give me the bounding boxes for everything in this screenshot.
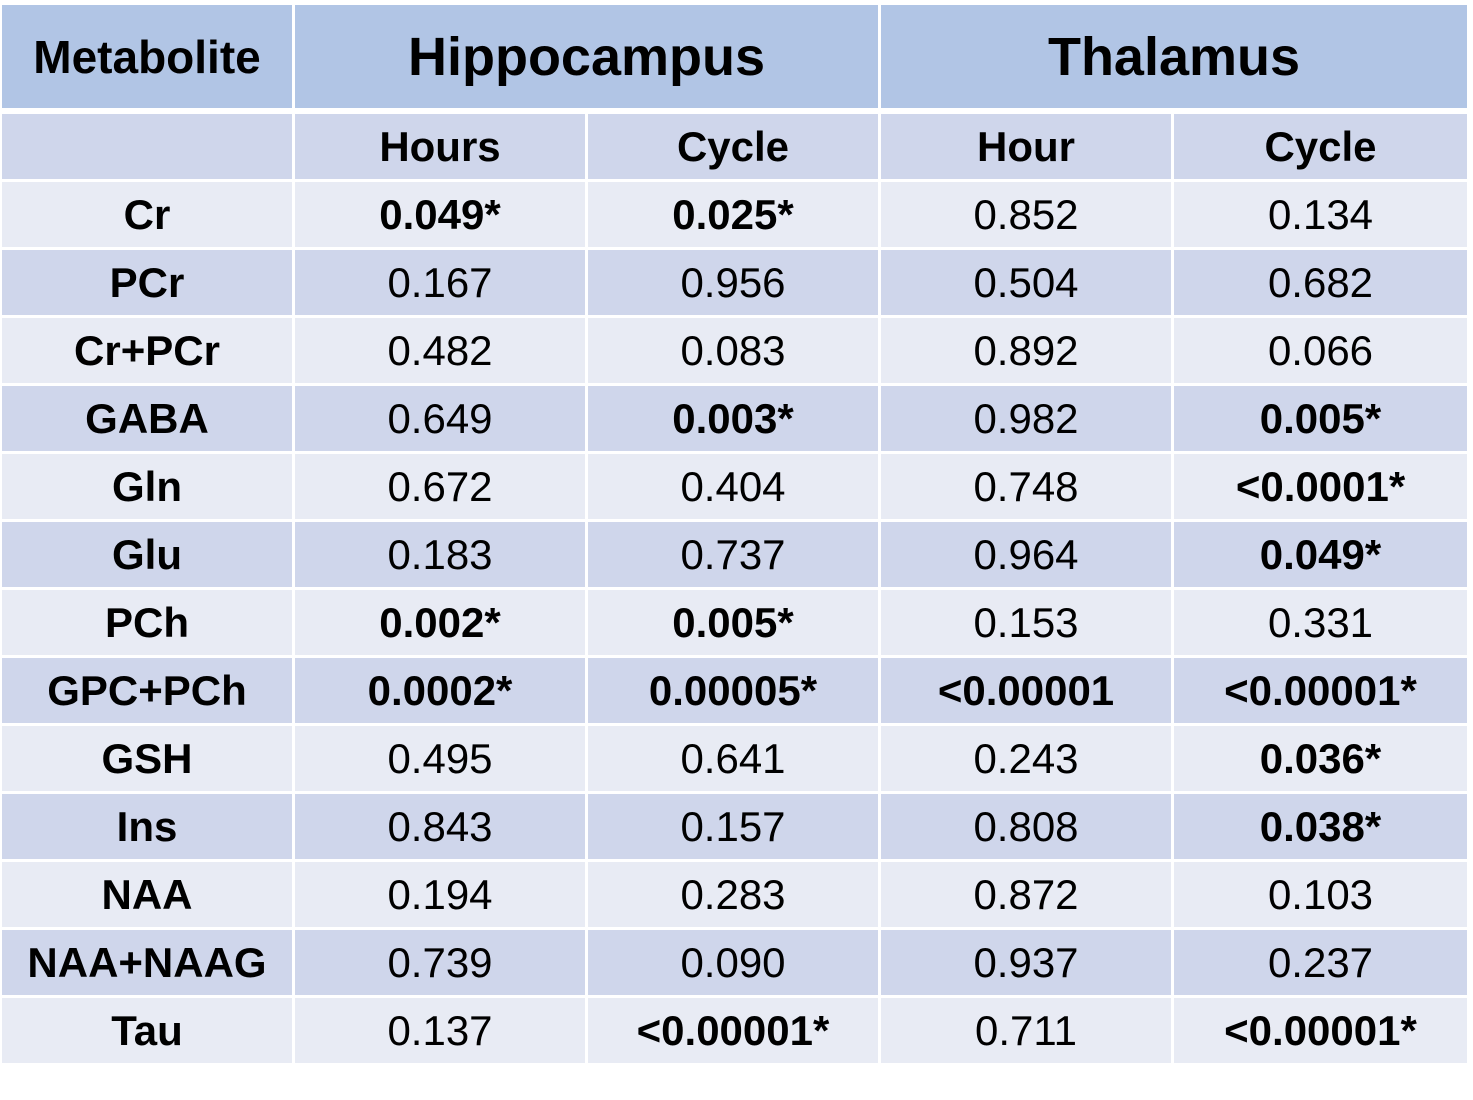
pvalue-cell-thalamus-hour: 0.892 [881,318,1174,386]
pvalue-cell-thalamus-cycle: <0.00001* [1174,658,1467,726]
metabolite-name-cell: Cr [2,182,295,250]
table-row: Glu 0.183 0.737 0.964 0.049* [2,522,1467,590]
pvalue-cell-thalamus-hour: 0.937 [881,930,1174,998]
table-row: PCh 0.002* 0.005* 0.153 0.331 [2,590,1467,658]
pvalue-cell-hippocampus-hours: 0.482 [295,318,588,386]
metabolite-name-cell: NAA+NAAG [2,930,295,998]
pvalue-cell-thalamus-cycle: <0.00001* [1174,998,1467,1066]
pvalue-cell-hippocampus-cycle: 0.00005* [588,658,881,726]
pvalue-cell-thalamus-cycle: 0.682 [1174,250,1467,318]
pvalue-cell-hippocampus-hours: 0.0002* [295,658,588,726]
pvalue-cell-hippocampus-hours: 0.002* [295,590,588,658]
subheader-empty [2,114,295,182]
subheader-hippocampus-cycle: Cycle [588,114,881,182]
pvalue-cell-hippocampus-cycle: 0.283 [588,862,881,930]
pvalue-cell-thalamus-hour: 0.964 [881,522,1174,590]
pvalue-cell-hippocampus-hours: 0.739 [295,930,588,998]
metabolite-name-cell: Tau [2,998,295,1066]
pvalue-cell-hippocampus-cycle: 0.005* [588,590,881,658]
table-row: GPC+PCh 0.0002* 0.00005* <0.00001 <0.00001* [2,658,1467,726]
table-row: GABA 0.649 0.003* 0.982 0.005* [2,386,1467,454]
metabolite-name-cell: Cr+PCr [2,318,295,386]
table-row: NAA 0.194 0.283 0.872 0.103 [2,862,1467,930]
pvalue-cell-thalamus-cycle: 0.038* [1174,794,1467,862]
pvalue-cell-thalamus-hour: 0.748 [881,454,1174,522]
table-body: Cr 0.049* 0.025* 0.852 0.134 PCr 0.167 0.956 0.5… [2,182,1467,1066]
metabolite-name-cell: GSH [2,726,295,794]
pvalue-cell-hippocampus-hours: 0.194 [295,862,588,930]
pvalue-cell-thalamus-hour: 0.808 [881,794,1174,862]
pvalue-cell-thalamus-hour: <0.00001 [881,658,1174,726]
pvalue-cell-hippocampus-cycle: 0.404 [588,454,881,522]
pvalue-cell-thalamus-hour: 0.982 [881,386,1174,454]
metabolite-name-cell: GABA [2,386,295,454]
pvalue-cell-hippocampus-hours: 0.843 [295,794,588,862]
pvalue-cell-thalamus-cycle: <0.0001* [1174,454,1467,522]
pvalue-cell-thalamus-cycle: 0.036* [1174,726,1467,794]
pvalue-cell-hippocampus-hours: 0.649 [295,386,588,454]
pvalue-cell-thalamus-cycle: 0.103 [1174,862,1467,930]
pvalue-cell-hippocampus-cycle: 0.025* [588,182,881,250]
pvalue-cell-hippocampus-cycle: 0.157 [588,794,881,862]
pvalue-cell-thalamus-hour: 0.711 [881,998,1174,1066]
pvalue-cell-thalamus-cycle: 0.005* [1174,386,1467,454]
pvalue-cell-thalamus-hour: 0.504 [881,250,1174,318]
pvalue-cell-hippocampus-cycle: 0.737 [588,522,881,590]
pvalue-cell-hippocampus-hours: 0.495 [295,726,588,794]
pvalue-cell-hippocampus-cycle: 0.641 [588,726,881,794]
subheader-row: Hours Cycle Hour Cycle [2,114,1467,182]
pvalue-cell-hippocampus-cycle: <0.00001* [588,998,881,1066]
metabolite-name-cell: PCr [2,250,295,318]
pvalue-cell-thalamus-hour: 0.852 [881,182,1174,250]
metabolite-name-cell: PCh [2,590,295,658]
metabolite-name-cell: Ins [2,794,295,862]
pvalue-cell-hippocampus-cycle: 0.956 [588,250,881,318]
pvalue-cell-thalamus-cycle: 0.049* [1174,522,1467,590]
subheader-thalamus-cycle: Cycle [1174,114,1467,182]
pvalue-cell-thalamus-cycle: 0.237 [1174,930,1467,998]
table-row: Tau 0.137 <0.00001* 0.711 <0.00001* [2,998,1467,1066]
table-row: Ins 0.843 0.157 0.808 0.038* [2,794,1467,862]
table-row: GSH 0.495 0.641 0.243 0.036* [2,726,1467,794]
pvalue-cell-hippocampus-hours: 0.049* [295,182,588,250]
metabolite-name-cell: Gln [2,454,295,522]
pvalue-cell-thalamus-cycle: 0.066 [1174,318,1467,386]
thalamus-header: Thalamus [881,5,1467,114]
pvalue-cell-thalamus-hour: 0.153 [881,590,1174,658]
table-row: Gln 0.672 0.404 0.748 <0.0001* [2,454,1467,522]
metabolite-name-cell: GPC+PCh [2,658,295,726]
header-row: Metabolite Hippocampus Thalamus [2,5,1467,114]
pvalue-cell-thalamus-cycle: 0.134 [1174,182,1467,250]
metabolite-pvalue-table: Metabolite Hippocampus Thalamus Hours Cy… [2,5,1467,1066]
pvalue-cell-thalamus-hour: 0.872 [881,862,1174,930]
table-row: Cr 0.049* 0.025* 0.852 0.134 [2,182,1467,250]
pvalue-cell-thalamus-hour: 0.243 [881,726,1174,794]
table-row: NAA+NAAG 0.739 0.090 0.937 0.237 [2,930,1467,998]
metabolite-name-cell: NAA [2,862,295,930]
pvalue-cell-hippocampus-hours: 0.183 [295,522,588,590]
subheader-thalamus-hour: Hour [881,114,1174,182]
metabolite-column-header: Metabolite [2,5,295,114]
table-row: PCr 0.167 0.956 0.504 0.682 [2,250,1467,318]
metabolite-name-cell: Glu [2,522,295,590]
pvalue-cell-hippocampus-hours: 0.137 [295,998,588,1066]
pvalue-cell-hippocampus-cycle: 0.090 [588,930,881,998]
subheader-hippocampus-hours: Hours [295,114,588,182]
hippocampus-header: Hippocampus [295,5,881,114]
pvalue-cell-hippocampus-hours: 0.672 [295,454,588,522]
pvalue-cell-hippocampus-hours: 0.167 [295,250,588,318]
table-row: Cr+PCr 0.482 0.083 0.892 0.066 [2,318,1467,386]
pvalue-cell-thalamus-cycle: 0.331 [1174,590,1467,658]
pvalue-cell-hippocampus-cycle: 0.003* [588,386,881,454]
pvalue-cell-hippocampus-cycle: 0.083 [588,318,881,386]
